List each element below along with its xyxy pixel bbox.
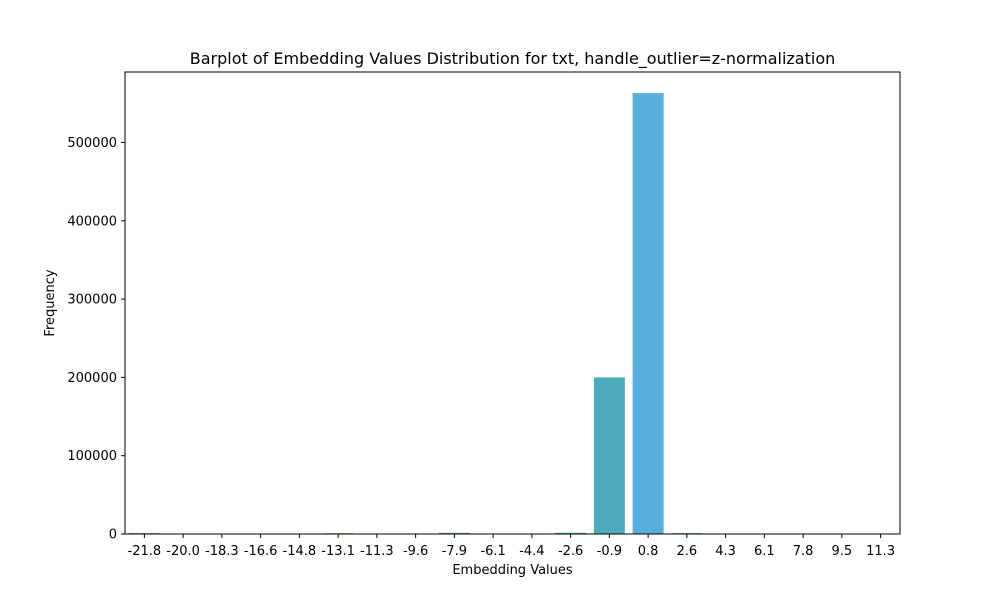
bar--0.9 xyxy=(593,377,625,534)
y-tick-label: 200000 xyxy=(67,371,117,386)
x-tick-label: -9.6 xyxy=(403,544,428,559)
bars-group xyxy=(128,93,897,535)
x-tick-label: 9.5 xyxy=(832,544,853,559)
x-tick-label: -4.4 xyxy=(519,544,544,559)
x-tick-label: -18.3 xyxy=(205,544,239,559)
x-tick-label: -11.3 xyxy=(360,544,394,559)
chart-title: Barplot of Embedding Values Distribution… xyxy=(190,49,836,69)
x-tick-label: -6.1 xyxy=(480,544,505,559)
y-tick-label: 0 xyxy=(109,528,117,543)
bar--2.6 xyxy=(555,532,587,534)
x-tick-label: 7.8 xyxy=(793,544,814,559)
x-tick-label: -13.1 xyxy=(321,544,355,559)
x-tick-label: -0.9 xyxy=(597,544,622,559)
x-tick-label: 11.3 xyxy=(866,544,895,559)
y-tick-label: 100000 xyxy=(67,449,117,464)
x-tick-label: -2.6 xyxy=(558,544,583,559)
x-axis-ticks: -21.8 -20.0 -18.3 -16.6 -14.8 -13.1 -11.3 -9.6-… xyxy=(128,534,895,559)
bar-0.8 xyxy=(632,93,664,535)
x-tick-label: 2.6 xyxy=(677,544,698,559)
bar--7.9 xyxy=(438,532,470,534)
y-tick-label: 500000 xyxy=(67,136,117,151)
x-tick-label: -21.8 xyxy=(128,544,162,559)
x-tick-label: -7.9 xyxy=(442,544,467,559)
x-tick-label: -14.8 xyxy=(283,544,317,559)
y-axis-label: Frequency xyxy=(43,269,58,336)
x-tick-label: 6.1 xyxy=(754,544,775,559)
y-tick-label: 300000 xyxy=(67,293,117,308)
x-tick-label: -16.6 xyxy=(244,544,278,559)
x-tick-label: -20.0 xyxy=(166,544,200,559)
plot-frame xyxy=(124,71,901,535)
x-axis-label: Embedding Values xyxy=(452,563,573,578)
y-tick-label: 400000 xyxy=(67,214,117,229)
y-axis-ticks: 0 100000 200000 300000 400000 500000 xyxy=(67,136,125,543)
x-tick-label: 4.3 xyxy=(715,544,736,559)
x-tick-label: 0.8 xyxy=(638,544,659,559)
